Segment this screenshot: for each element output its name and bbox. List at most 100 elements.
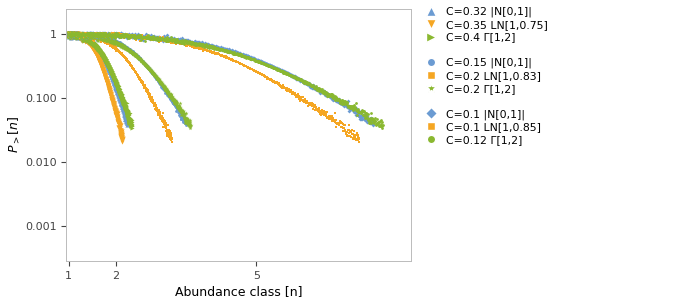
Point	[108, 44, 119, 49]
Point	[63, 33, 74, 38]
Point	[88, 34, 99, 39]
Point	[73, 34, 84, 39]
Point	[98, 53, 109, 58]
Point	[177, 38, 188, 43]
Point	[68, 32, 79, 37]
Point	[253, 71, 264, 76]
Point	[129, 52, 140, 57]
Point	[137, 81, 148, 86]
Point	[71, 32, 82, 37]
Point	[103, 63, 114, 68]
Point	[275, 68, 286, 73]
Point	[120, 104, 131, 109]
Point	[64, 32, 75, 37]
Point	[122, 47, 133, 52]
Point	[95, 36, 105, 41]
Point	[113, 39, 124, 44]
Point	[266, 64, 277, 69]
Point	[82, 39, 92, 44]
Point	[82, 38, 92, 42]
Point	[114, 89, 125, 94]
Point	[332, 96, 343, 101]
Point	[108, 76, 119, 81]
Point	[319, 88, 329, 93]
Point	[73, 33, 84, 38]
Point	[98, 38, 109, 42]
Point	[97, 38, 108, 43]
Point	[145, 69, 156, 74]
Point	[151, 75, 162, 80]
Point	[76, 35, 87, 40]
Point	[74, 33, 85, 38]
Point	[173, 40, 184, 45]
Point	[87, 46, 98, 51]
Point	[82, 34, 93, 38]
Point	[86, 39, 97, 44]
Point	[120, 105, 131, 110]
Point	[69, 34, 80, 39]
Point	[69, 32, 80, 37]
Point	[299, 79, 310, 84]
Point	[118, 109, 129, 114]
Point	[161, 125, 172, 130]
Point	[153, 77, 164, 82]
Point	[85, 43, 96, 48]
Point	[332, 121, 342, 126]
Point	[71, 32, 82, 37]
Point	[94, 47, 105, 52]
Point	[125, 50, 136, 55]
Point	[297, 79, 308, 84]
Point	[84, 37, 95, 41]
Point	[111, 113, 122, 118]
Point	[74, 32, 85, 37]
Point	[100, 76, 111, 81]
Point	[103, 33, 114, 38]
Point	[113, 88, 124, 93]
Point	[68, 30, 79, 35]
Point	[153, 108, 164, 113]
Point	[206, 48, 216, 53]
Point	[151, 74, 162, 79]
Point	[82, 33, 92, 38]
Point	[162, 87, 173, 92]
Point	[136, 78, 147, 83]
Point	[142, 91, 153, 96]
Point	[312, 106, 323, 111]
Point	[112, 114, 123, 119]
Point	[153, 79, 164, 84]
Point	[99, 71, 110, 76]
Point	[71, 30, 82, 35]
Point	[64, 30, 75, 35]
Point	[76, 34, 87, 39]
Point	[127, 32, 138, 37]
Point	[71, 34, 82, 39]
Point	[92, 37, 103, 42]
Point	[79, 32, 90, 37]
Point	[81, 34, 92, 39]
Point	[191, 40, 202, 45]
Point	[301, 82, 312, 87]
Point	[101, 32, 112, 37]
Point	[266, 63, 277, 68]
Point	[289, 74, 300, 79]
Point	[116, 43, 127, 48]
Point	[166, 94, 177, 99]
Point	[240, 54, 251, 59]
Point	[312, 87, 323, 92]
Point	[76, 34, 87, 39]
Point	[87, 45, 98, 50]
Point	[95, 50, 105, 55]
Point	[93, 56, 104, 61]
Point	[126, 48, 137, 53]
Point	[267, 65, 278, 70]
Point	[120, 117, 131, 122]
Point	[113, 86, 124, 91]
Point	[147, 71, 158, 76]
Point	[87, 33, 98, 38]
Point	[114, 88, 125, 92]
Point	[84, 38, 95, 43]
Point	[151, 36, 162, 41]
Point	[320, 90, 331, 95]
Point	[75, 34, 86, 39]
Point	[278, 69, 289, 74]
